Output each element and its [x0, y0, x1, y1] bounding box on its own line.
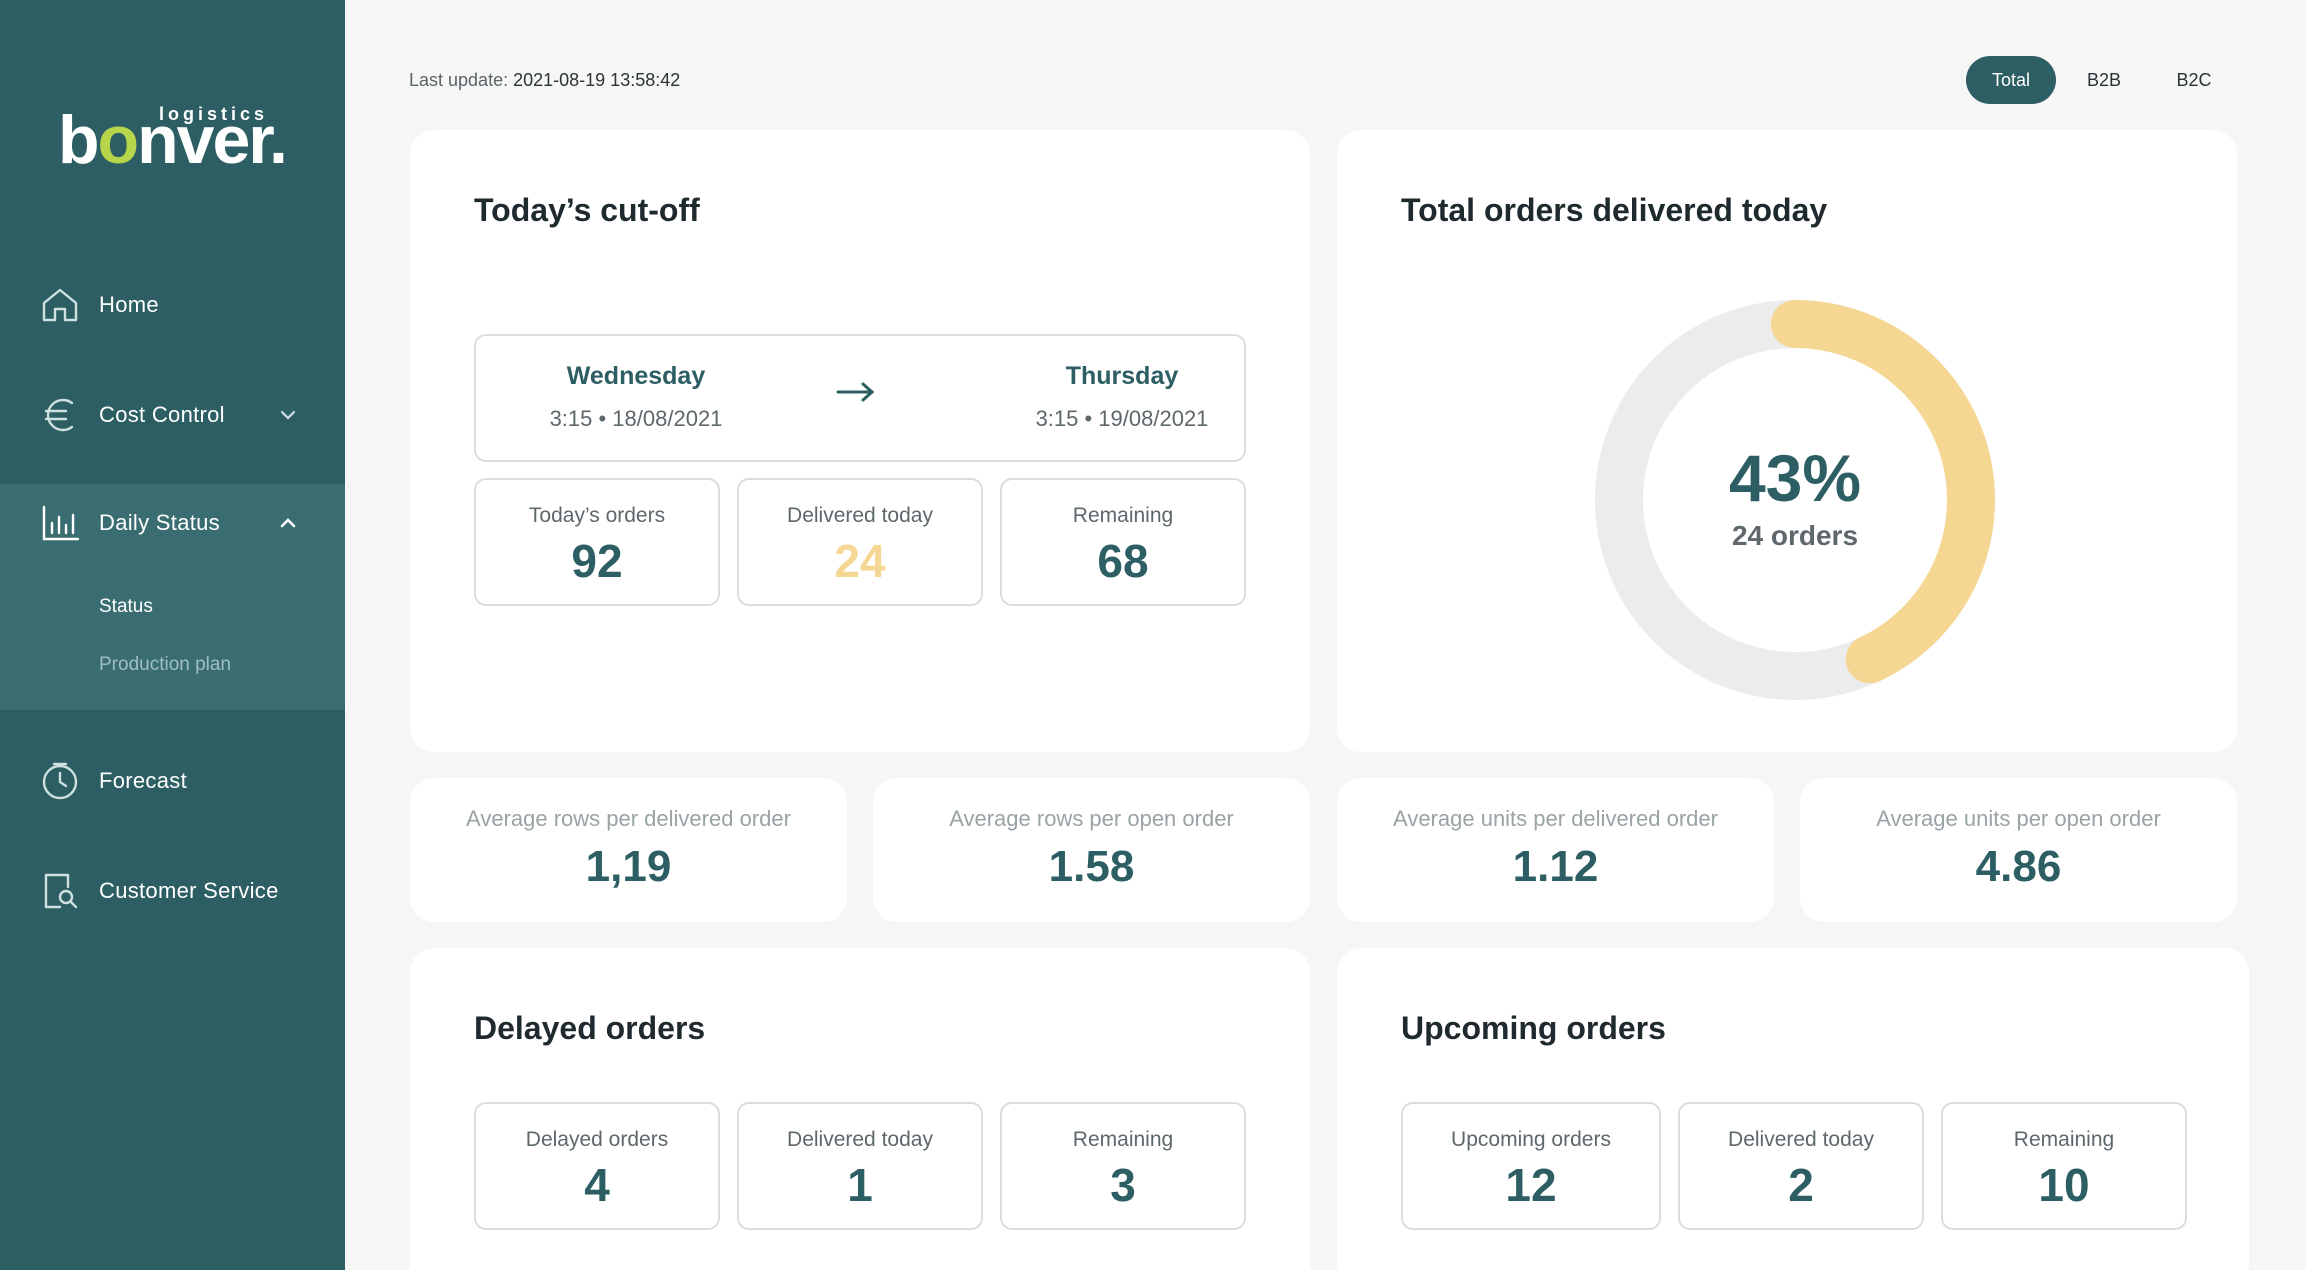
- sidebar-item-forecast[interactable]: Forecast: [0, 746, 345, 816]
- chevron-down-icon[interactable]: [278, 405, 298, 425]
- stat-value: 1.12: [1512, 842, 1599, 891]
- cutoff-title: Today’s cut-off: [474, 192, 700, 228]
- last-update-label: Last update:: [409, 70, 509, 90]
- sidebar-item-label: Customer Service: [99, 878, 279, 903]
- chevron-up-icon[interactable]: [278, 513, 298, 533]
- cutoff-to-day: Thursday: [1065, 362, 1179, 390]
- box-value: 10: [2038, 1159, 2090, 1211]
- delivered-orders: 24 orders: [1731, 520, 1859, 551]
- delivered-percent: 43%: [1728, 441, 1862, 515]
- stat-label: Average rows per delivered order: [466, 806, 791, 831]
- delayed-orders-box: Delayed orders 4: [474, 1102, 720, 1230]
- delivered-donut: 43% 24 orders: [1585, 290, 2005, 710]
- box-value: 12: [1505, 1159, 1557, 1211]
- box-label: Delayed orders: [525, 1128, 669, 1151]
- stat-card: Average rows per open order 1.58: [873, 778, 1310, 922]
- clock-icon: [40, 761, 80, 801]
- segment-b2b[interactable]: B2B: [2086, 69, 2122, 90]
- sidebar-item-label: Home: [99, 292, 159, 317]
- home-icon: [40, 285, 80, 325]
- stat-label: Average rows per open order: [949, 806, 1234, 831]
- upcoming-card: Upcoming orders Upcoming orders 12 Deliv…: [1337, 948, 2249, 1270]
- delayed-card: Delayed orders Delayed orders 4 Delivere…: [410, 948, 1310, 1270]
- sidebar-item-label: Daily Status: [99, 510, 220, 535]
- box-label: Remaining: [2013, 1128, 2115, 1151]
- euro-icon: [40, 395, 80, 435]
- last-update: Last update: 2021-08-19 13:58:42: [409, 70, 680, 91]
- last-update-value: 2021-08-19 13:58:42: [513, 70, 681, 90]
- box-label: Today’s orders: [528, 504, 666, 527]
- cutoff-to-time: 3:15 • 19/08/2021: [1035, 406, 1209, 431]
- box-label: Remaining: [1072, 1128, 1174, 1151]
- daily-status-group: Daily Status Status Production plan: [0, 484, 345, 710]
- sidebar-item-customer-service[interactable]: Customer Service: [0, 856, 345, 926]
- cutoff-from-time: 3:15 • 18/08/2021: [549, 406, 723, 431]
- logo-subtitle: logistics: [158, 104, 268, 124]
- box-value: 3: [1110, 1159, 1136, 1211]
- box-value: 2: [1788, 1159, 1814, 1211]
- stat-card: Average rows per delivered order 1,19: [410, 778, 847, 922]
- box-label: Delivered today: [1728, 1128, 1874, 1151]
- remaining-box: Remaining 68: [1000, 478, 1246, 606]
- cutoff-range: Wednesday 3:15 • 18/08/2021 Thursday 3:1…: [474, 334, 1246, 462]
- box-value: 1: [847, 1159, 873, 1211]
- donut-progress: [1595, 300, 1995, 700]
- delayed-delivered-box: Delivered today 1: [737, 1102, 983, 1230]
- box-value: 92: [571, 535, 623, 587]
- cutoff-card: Today’s cut-off Wednesday 3:15 • 18/08/2…: [410, 130, 1310, 752]
- brand-logo[interactable]: logistics bonver.: [58, 96, 298, 176]
- bar-chart-icon: [40, 503, 80, 543]
- stat-label: Average units per delivered order: [1393, 806, 1718, 831]
- stat-value: 1,19: [585, 842, 672, 891]
- delivered-title: Total orders delivered today: [1401, 192, 1828, 228]
- upcoming-delivered-box: Delivered today 2: [1678, 1102, 1924, 1230]
- stat-card: Average units per delivered order 1.12: [1337, 778, 1774, 922]
- box-label: Remaining: [1072, 504, 1174, 527]
- upcoming-title: Upcoming orders: [1401, 1010, 1666, 1046]
- box-label: Upcoming orders: [1451, 1128, 1611, 1151]
- sidebar-subitem-status[interactable]: Status: [99, 596, 153, 617]
- cutoff-from-day: Wednesday: [566, 362, 706, 390]
- sidebar-item-home[interactable]: Home: [0, 270, 345, 340]
- stat-value: 4.86: [1975, 842, 2062, 891]
- box-label: Delivered today: [787, 1128, 933, 1151]
- sidebar-subitem-production-plan[interactable]: Production plan: [99, 654, 232, 675]
- delivered-card: Total orders delivered today 43% 24 orde…: [1337, 130, 2237, 752]
- delivered-today-box: Delivered today 24: [737, 478, 983, 606]
- stat-value: 1.58: [1048, 842, 1135, 891]
- delayed-title: Delayed orders: [474, 1010, 706, 1046]
- document-search-icon: [40, 871, 80, 911]
- todays-orders-box: Today’s orders 92: [474, 478, 720, 606]
- sidebar-item-label: Cost Control: [99, 402, 225, 427]
- upcoming-orders-box: Upcoming orders 12: [1401, 1102, 1661, 1230]
- logo-wordmark: bonver.: [58, 102, 288, 178]
- sidebar-item-label: Forecast: [99, 768, 187, 793]
- box-value: 4: [584, 1159, 610, 1211]
- stat-card: Average units per open order 4.86: [1800, 778, 2237, 922]
- segment-b2c[interactable]: B2C: [2176, 69, 2212, 90]
- arrow-right-icon: [836, 382, 875, 402]
- box-label: Delivered today: [787, 504, 933, 527]
- delayed-remaining-box: Remaining 3: [1000, 1102, 1246, 1230]
- upcoming-remaining-box: Remaining 10: [1941, 1102, 2187, 1230]
- sidebar-item-daily-status[interactable]: Daily Status: [0, 488, 345, 558]
- box-value: 68: [1097, 535, 1149, 587]
- sidebar: logistics bonver. Home Cost Control Dail…: [0, 0, 345, 1270]
- segment-total[interactable]: Total: [1966, 56, 2056, 104]
- sidebar-item-cost-control[interactable]: Cost Control: [0, 380, 345, 450]
- box-value: 24: [834, 535, 886, 587]
- stat-label: Average units per open order: [1876, 806, 2161, 831]
